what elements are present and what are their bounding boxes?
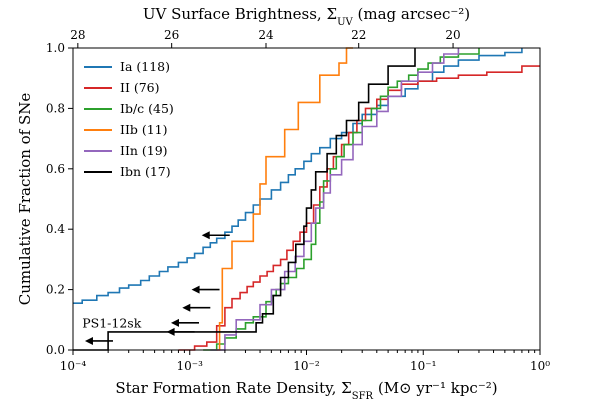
top-tick-label-3: 22 (351, 28, 366, 42)
top-tick-label-1: 26 (164, 28, 179, 42)
y-tick-label-2: 0.4 (46, 222, 65, 236)
legend-label: II (76) (120, 80, 160, 95)
y-tick-label-4: 0.8 (46, 101, 65, 115)
upper-limit-arrow-4 (191, 285, 220, 294)
x-tick-label-3: 10⁻¹ (410, 359, 436, 373)
y-tick-label-3: 0.6 (46, 162, 65, 176)
x-tick-label-1: 10⁻³ (177, 359, 204, 373)
legend: Ia (118) II (76) Ib/c (45) IIb (11) IIn (19)… (84, 59, 174, 179)
legend-label: IIn (19) (120, 143, 168, 158)
top-axis-label: UV Surface Brightness, ΣUV (mag arcsec⁻²… (143, 5, 470, 28)
upper-limit-head (182, 303, 191, 312)
series-line-1 (178, 65, 540, 351)
upper-limit-arrow-3 (182, 303, 211, 312)
upper-limit-head (170, 318, 179, 327)
top-tick-label-0: 28 (70, 28, 85, 42)
y-tick-label-0: 0.0 (46, 343, 65, 357)
legend-label: Ia (118) (120, 59, 170, 74)
legend-label: Ib/c (45) (120, 101, 174, 116)
legend-item-0: Ia (118) (84, 59, 170, 74)
top-tick-label-4: 20 (445, 28, 460, 42)
legend-item-2: Ib/c (45) (84, 101, 174, 116)
series-layer (73, 47, 540, 351)
x-tick-label-0: 10⁻⁴ (60, 359, 87, 373)
upper-limit-arrow-1 (166, 327, 195, 336)
legend-item-5: Ibn (17) (84, 164, 171, 179)
legend-label: IIb (11) (120, 122, 168, 137)
top-tick-label-2: 24 (258, 28, 274, 42)
upper-limit-head (166, 327, 175, 336)
ticks-layer: 10⁻⁴ 10⁻³ 10⁻² 10⁻¹ 10⁰ 0.0 0.2 0.4 0.6 0.8 1.0 28 2… (46, 28, 550, 373)
y-tick-label-1: 0.2 (46, 283, 65, 297)
series-line-4 (210, 48, 460, 351)
x-tick-label-2: 10⁻² (293, 359, 320, 373)
series-line-3 (216, 47, 353, 351)
annotation-0: PS1-12sk (82, 315, 141, 330)
legend-item-4: IIn (19) (84, 143, 168, 158)
x-axis-label: Star Formation Rate Density, ΣSFR (M⊙ yr… (115, 379, 497, 400)
upper-limit-arrow-0 (84, 336, 113, 345)
upper-limit-arrow-2 (170, 318, 199, 327)
y-tick-label-5: 1.0 (46, 41, 65, 55)
upper-limit-arrow-5 (201, 231, 230, 240)
series-line-5 (73, 48, 416, 351)
y-axis-label: Cumulative Fraction of SNe (16, 93, 34, 306)
legend-label: Ibn (17) (120, 164, 171, 179)
upper-limit-head (201, 231, 210, 240)
series-line-2 (203, 48, 480, 351)
x-tick-label-4: 10⁰ (530, 359, 550, 373)
upper-limit-head (191, 285, 200, 294)
legend-item-3: IIb (11) (84, 122, 168, 137)
upper-limit-head (84, 336, 93, 345)
legend-item-1: II (76) (84, 80, 160, 95)
upper-limit-layer: PS1-12sk (82, 231, 230, 345)
